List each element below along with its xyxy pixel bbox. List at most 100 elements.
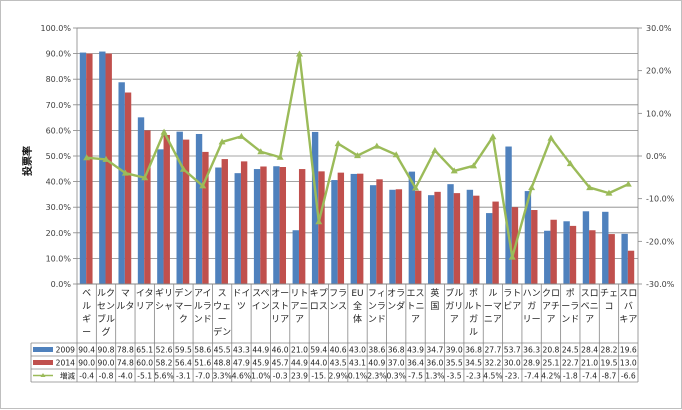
- table-cell: 44.0: [310, 359, 327, 368]
- bar-2009: [350, 173, 357, 284]
- category-label: リア: [136, 302, 154, 312]
- bar-2014: [376, 179, 383, 284]
- bar-2009: [137, 117, 145, 285]
- table-cell: 34.7: [426, 346, 443, 355]
- table-cell: 59.4: [310, 346, 327, 355]
- category-label: ベ: [82, 289, 91, 299]
- table-cell: 43.9: [407, 346, 424, 355]
- y-tick-label: 100.0%: [40, 24, 71, 33]
- table-cell: 90.8: [98, 346, 115, 355]
- category-label: ンド: [368, 315, 386, 325]
- category-label: オラ: [387, 288, 405, 299]
- table-cell: 36.4: [407, 359, 424, 368]
- table-cell: -5.1: [137, 372, 152, 381]
- category-label: ブル: [445, 287, 463, 299]
- table-cell: 43.5: [330, 359, 347, 368]
- triangle-marker: [141, 174, 149, 181]
- bar-2009: [427, 195, 435, 284]
- legend-key-2009: [33, 347, 53, 352]
- table-cell: 40.6: [330, 346, 347, 355]
- triangle-marker: [373, 142, 381, 149]
- table-cell: 40.9: [368, 359, 385, 368]
- table-cell: -7.5: [408, 372, 423, 381]
- triangle-marker: [237, 132, 245, 139]
- bar-2014: [124, 92, 132, 285]
- table-cell: 28.9: [523, 359, 540, 368]
- bar-2014: [589, 230, 596, 284]
- y-tick-label: 30.0%: [46, 203, 72, 212]
- category-label: アイ: [194, 289, 212, 299]
- table-cell: -0.3: [273, 372, 288, 381]
- category-label: ハン: [523, 289, 541, 299]
- y-axis-title: 投票率: [21, 146, 34, 176]
- bar-2014: [337, 172, 345, 284]
- table-cell: -4.0: [118, 372, 133, 381]
- bar-2014: [627, 250, 635, 284]
- table-cell: 21.0: [581, 359, 598, 368]
- y2-tick-label: -30.0%: [646, 280, 675, 289]
- y-tick-label: 0.0%: [51, 280, 72, 289]
- category-label: ギリ: [155, 288, 173, 299]
- bar-2009: [292, 230, 299, 284]
- table-cell: 4.2%: [541, 372, 560, 381]
- y2-tick-label: -10.0%: [646, 195, 675, 204]
- category-label: ロス: [310, 302, 328, 312]
- table-cell: 35.5: [446, 359, 463, 368]
- y2-tick-label: -20.0%: [646, 237, 675, 246]
- category-label: ルト: [465, 302, 483, 312]
- category-label: ア: [585, 315, 594, 325]
- table-cell: -7.4: [524, 372, 539, 381]
- category-label: デン: [174, 287, 192, 299]
- triangle-marker: [257, 148, 265, 155]
- bar-2014: [105, 53, 112, 284]
- bar-2014: [279, 167, 287, 284]
- table-cell: 43.1: [349, 359, 366, 368]
- table-cell: 58.2: [156, 359, 173, 368]
- category-label: ル: [82, 302, 91, 312]
- y2-tick-label: 20.0%: [646, 67, 672, 76]
- triangle-marker: [199, 182, 207, 189]
- table-cell: 53.7: [504, 346, 521, 355]
- bar-2009: [369, 185, 377, 284]
- bar-2009: [157, 149, 164, 284]
- category-label: ラト: [503, 288, 521, 299]
- bar-2014: [357, 173, 364, 284]
- bar-2009: [466, 189, 474, 284]
- table-cell: 28.2: [601, 346, 618, 355]
- table-cell: 34.5: [465, 359, 482, 368]
- category-label: ーマ: [484, 302, 502, 312]
- table-cell: 52.6: [156, 346, 173, 355]
- category-label: ー: [218, 315, 227, 325]
- category-label: ンス: [329, 302, 347, 312]
- category-label: ギ: [82, 314, 91, 325]
- table-cell: 39.0: [446, 346, 463, 355]
- table-cell: 25.1: [542, 359, 559, 368]
- triangle-marker: [586, 184, 594, 191]
- table-cell: 60.0: [136, 359, 153, 368]
- table-cell: 45.9: [252, 359, 269, 368]
- bar-2009: [273, 166, 280, 284]
- triangle-marker: [605, 189, 613, 196]
- table-cell: -2.3: [466, 372, 481, 381]
- category-label: セン: [97, 301, 115, 312]
- y-tick-label: 40.0%: [46, 178, 72, 187]
- table-cell: 74.8: [117, 359, 134, 368]
- category-label: フィ: [368, 289, 386, 299]
- triangle-marker: [121, 169, 129, 176]
- category-label: コ: [604, 302, 613, 312]
- bar-2014: [395, 189, 403, 284]
- triangle-marker: [354, 152, 361, 159]
- table-cell: 78.8: [117, 346, 134, 355]
- bar-2014: [453, 193, 461, 284]
- category-label: キア: [619, 315, 637, 325]
- bar-2014: [260, 166, 267, 284]
- table-cell: 13.0: [620, 359, 637, 368]
- category-label: リト: [290, 289, 308, 299]
- category-label: アニ: [291, 302, 309, 312]
- category-label: スロ: [581, 289, 599, 299]
- bar-2009: [79, 52, 87, 284]
- bar-2014: [550, 219, 557, 284]
- category-label: トニ: [407, 302, 425, 312]
- bar-2009: [505, 146, 512, 284]
